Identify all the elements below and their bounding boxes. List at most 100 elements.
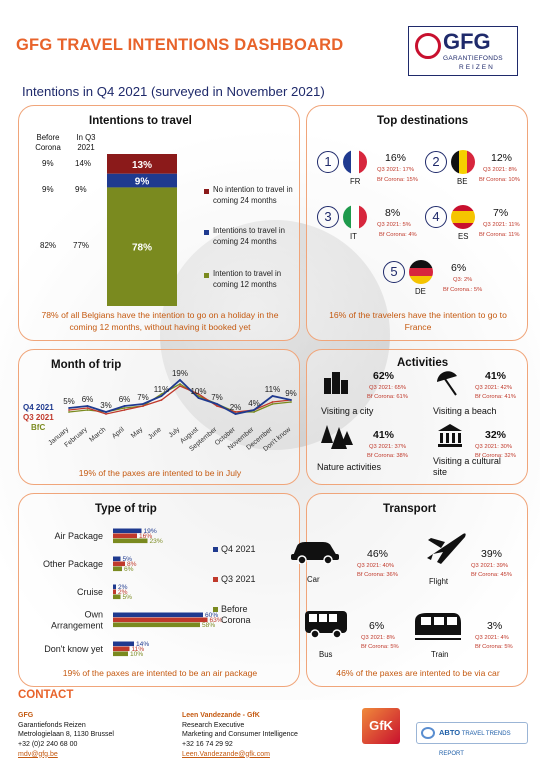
dest-bf-de: Bf Corona.: 5% <box>443 287 483 293</box>
type-category-label: Arrangement <box>51 621 104 631</box>
type-bar-label: 5% <box>123 556 133 563</box>
act-bf-city: Bf Corona: 61% <box>367 394 408 400</box>
month-point <box>105 413 107 415</box>
contact-gfk-email[interactable]: Leen.Vandezande@gfk.com <box>182 750 270 758</box>
nature-icon <box>321 425 353 449</box>
destinations-footer: 16% of the travelers have the intention … <box>329 310 507 332</box>
row3-q3: 77% <box>73 241 90 250</box>
transport-bf-train: Bf Corona: 5% <box>475 644 513 650</box>
type-category-label: Cruise <box>77 587 103 597</box>
type-legend-swatch <box>213 547 218 552</box>
type-bar <box>113 641 134 647</box>
transport-bf-car: Bf Corona: 36% <box>357 572 398 578</box>
intentions-footer: 78% of all Belgians have the intention t… <box>41 310 279 332</box>
type-bar <box>113 651 128 657</box>
month-point <box>86 409 89 411</box>
month-data-label: 11% <box>154 385 169 394</box>
legend-intent-12m: Intention to travel in coming 12 months <box>213 269 282 290</box>
transport-q3-bus: Q3 2021: 8% <box>361 635 395 641</box>
gfg-logo-line2: REIZEN <box>459 64 495 71</box>
month-data-label: 10% <box>190 387 206 396</box>
contact-gfg-email[interactable]: mdv@gfg.be <box>18 750 58 758</box>
type-bar <box>113 594 121 600</box>
abto-logo-sub: TRAVEL TRENDS REPORT <box>439 731 511 757</box>
transport-q3-train: Q3 2021: 4% <box>475 635 509 641</box>
transport-pct-train: 3% <box>487 620 503 632</box>
contact-gfg-l1: Garantiefonds Reizen <box>18 721 86 729</box>
type-bar <box>113 584 116 590</box>
rank-2: 2 <box>425 151 447 173</box>
beach-icon <box>437 371 457 396</box>
row3-before: 82% <box>40 241 57 250</box>
month-data-label: 9% <box>285 389 297 398</box>
type-bar-label: 11% <box>132 646 145 653</box>
month-tick-label: April <box>111 426 126 440</box>
month-tick-label: June <box>147 426 163 441</box>
type-legend-label: Q4 2021 <box>221 544 256 554</box>
type-category-label: Own <box>84 610 103 620</box>
intentions-panel: Intentions to travel Before Corona In Q3… <box>18 105 300 341</box>
month-line-chart: 5% 6%3%6% 7%11%19%10%7%2% 4%11% 9%JanuaryFeb… <box>23 369 297 453</box>
act-q3-beach: Q3 2021: 42% <box>475 385 513 391</box>
transport-bf-flight: Bf Corona: 45% <box>471 572 512 578</box>
dest-q3-fr: Q3 2021: 17% <box>377 167 415 173</box>
contact-gfg-name: GFG <box>18 712 34 719</box>
month-data-label: 7% <box>211 393 223 402</box>
page-title: GFG TRAVEL INTENTIONS DASHBOARD <box>16 36 344 54</box>
contact-gfk-name: Leen Vandezande - GfK <box>182 712 260 719</box>
month-point <box>142 403 144 405</box>
month-point <box>290 399 292 401</box>
gfk-logo: GfK <box>362 708 400 744</box>
type-bar <box>113 566 122 572</box>
act-q3-nature: Q3 2021: 37% <box>369 444 407 450</box>
act-bf-beach: Bf Corona: 41% <box>475 394 516 400</box>
dest-bf-es: Bf Corona: 11% <box>479 232 520 238</box>
type-panel: Type of trip Air Package 19% 16% 23% Other P… <box>18 493 300 687</box>
act-label-nature: Nature activities <box>317 462 382 472</box>
month-point <box>179 383 181 385</box>
dest-pct-es: 7% <box>493 207 509 219</box>
flag-es-icon <box>451 205 475 229</box>
month-point <box>123 409 126 411</box>
plane-icon <box>427 533 466 564</box>
transport-footer: 46% of the paxes are intented to be via … <box>336 668 500 678</box>
dest-q3-de: Q3: 2% <box>453 277 473 283</box>
act-label-beach: Visiting a beach <box>433 406 497 416</box>
car-icon <box>291 542 339 564</box>
dest-code-fr: FR <box>350 177 361 186</box>
transport-label-flight: Flight <box>429 577 449 586</box>
dest-q3-it: Q3 2021: 5% <box>377 222 411 228</box>
type-bar <box>113 528 142 534</box>
type-legend-swatch <box>213 607 218 612</box>
type-bar <box>113 538 148 544</box>
month-tick-label: March <box>88 426 107 444</box>
act-q3-city: Q3 2021: 65% <box>369 385 407 391</box>
month-point <box>68 407 70 409</box>
city-icon <box>324 372 348 394</box>
abto-logo: ABTO TRAVEL TRENDS REPORT <box>416 722 528 757</box>
dest-code-de: DE <box>415 287 426 296</box>
type-bar-label: 23% <box>150 538 163 545</box>
type-bar-label: 2% <box>118 584 128 591</box>
contact-gfk-l2: Marketing and Consumer Intelligence <box>182 731 298 739</box>
row1-q3: 14% <box>75 159 92 168</box>
type-legend-label: Q3 2021 <box>221 574 256 584</box>
stack-label-1: 9% <box>135 177 150 188</box>
month-footer: 19% of the paxes are intented to be in J… <box>78 468 242 478</box>
row2-before: 9% <box>42 185 54 194</box>
transport-label-car: Car <box>307 575 320 584</box>
train-icon <box>415 613 461 640</box>
transport-panel: Transport Car 46% Q3 2021: 40% Bf Corona… <box>291 493 528 687</box>
month-point <box>197 393 200 395</box>
act-label-cultural: Visiting a cultural site <box>433 456 501 477</box>
stack-segment-2 <box>107 187 177 306</box>
type-bar-label: 60% <box>205 612 218 619</box>
month-data-label: 5% <box>63 397 75 406</box>
dest-pct-it: 8% <box>385 207 401 219</box>
type-bar-label: 10% <box>130 651 143 658</box>
dest-pct-be: 12% <box>491 152 513 164</box>
act-label-city: Visiting a city <box>321 406 374 416</box>
month-point <box>216 405 218 407</box>
legend-swatch-no <box>204 189 209 194</box>
contact-gfk-l3: +32 16 74 29 92 <box>182 740 233 748</box>
